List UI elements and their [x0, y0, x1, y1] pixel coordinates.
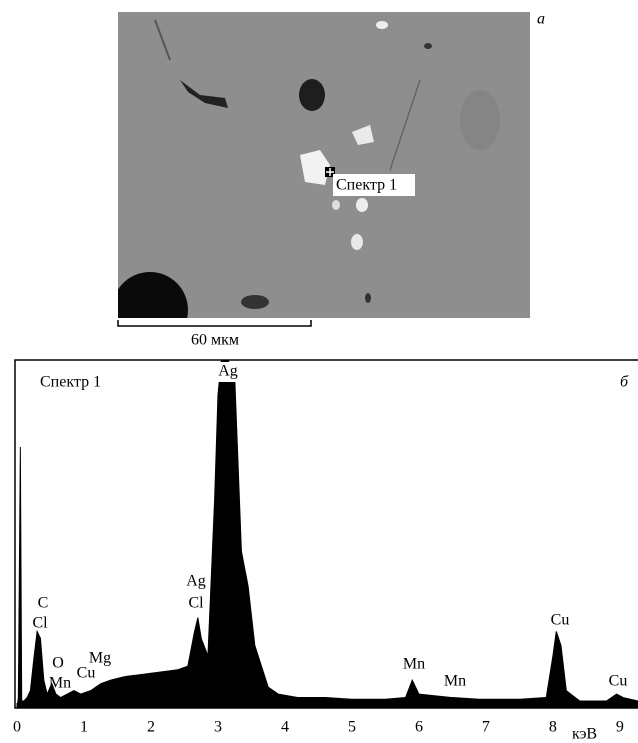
sem-image: Спектр 1 а 60 мкм [117, 11, 545, 349]
marker-cross [326, 168, 334, 176]
label-box [214, 362, 242, 382]
x-tick-label: 5 [348, 719, 356, 736]
bright-particle [356, 198, 368, 212]
dark-region [118, 272, 188, 318]
peak-label: Mn [49, 675, 71, 692]
scale-bar [117, 320, 312, 327]
dark-particle [180, 80, 228, 108]
axis-frame [14, 359, 638, 709]
x-tick-label: 9 [616, 719, 624, 736]
dark-particle [365, 293, 371, 303]
panel-label: б [620, 374, 629, 391]
panel-label: а [537, 11, 545, 28]
bright-particle [332, 200, 340, 210]
x-tick-label: 0 [13, 719, 21, 736]
peak-label: Cu [609, 673, 628, 690]
x-tick-label: 6 [415, 719, 423, 736]
peak-label: O [52, 655, 64, 672]
dark-particle [299, 79, 325, 111]
dark-particle [241, 295, 269, 309]
spectrum [16, 359, 638, 709]
marker-label-box [333, 174, 415, 196]
peak-label: Mn [403, 656, 425, 673]
x-tick-label: 3 [214, 719, 222, 736]
x-tick-label: 2 [147, 719, 155, 736]
bright-particle [376, 21, 388, 29]
peak-label: Cl [188, 595, 204, 612]
scale-bar-label: 60 мкм [191, 332, 239, 349]
chart-title: Спектр 1 [40, 374, 101, 391]
x-tick-label: 4 [281, 719, 289, 736]
peak-label: Ag [186, 573, 206, 590]
x-tick-label: 1 [80, 719, 88, 736]
scratch [389, 79, 421, 171]
peak-label: Cu [77, 665, 96, 682]
x-axis-label: кэВ [572, 726, 597, 743]
stain [460, 90, 500, 150]
scratch [154, 19, 171, 61]
peak-label: Mn [444, 673, 466, 690]
dark-particle [424, 43, 432, 49]
peak-label: Mg [89, 650, 111, 667]
bright-particle [351, 234, 363, 250]
peak-label: Ag [218, 363, 238, 380]
marker-label: Спектр 1 [336, 177, 397, 194]
peak-label: Cu [551, 612, 570, 629]
x-tick-label: 8 [549, 719, 557, 736]
peak-label: Cl [32, 615, 48, 632]
bright-particle [352, 125, 374, 145]
bright-particle [300, 150, 330, 185]
x-tick-label: 7 [482, 719, 490, 736]
peak-label: C [38, 595, 49, 612]
